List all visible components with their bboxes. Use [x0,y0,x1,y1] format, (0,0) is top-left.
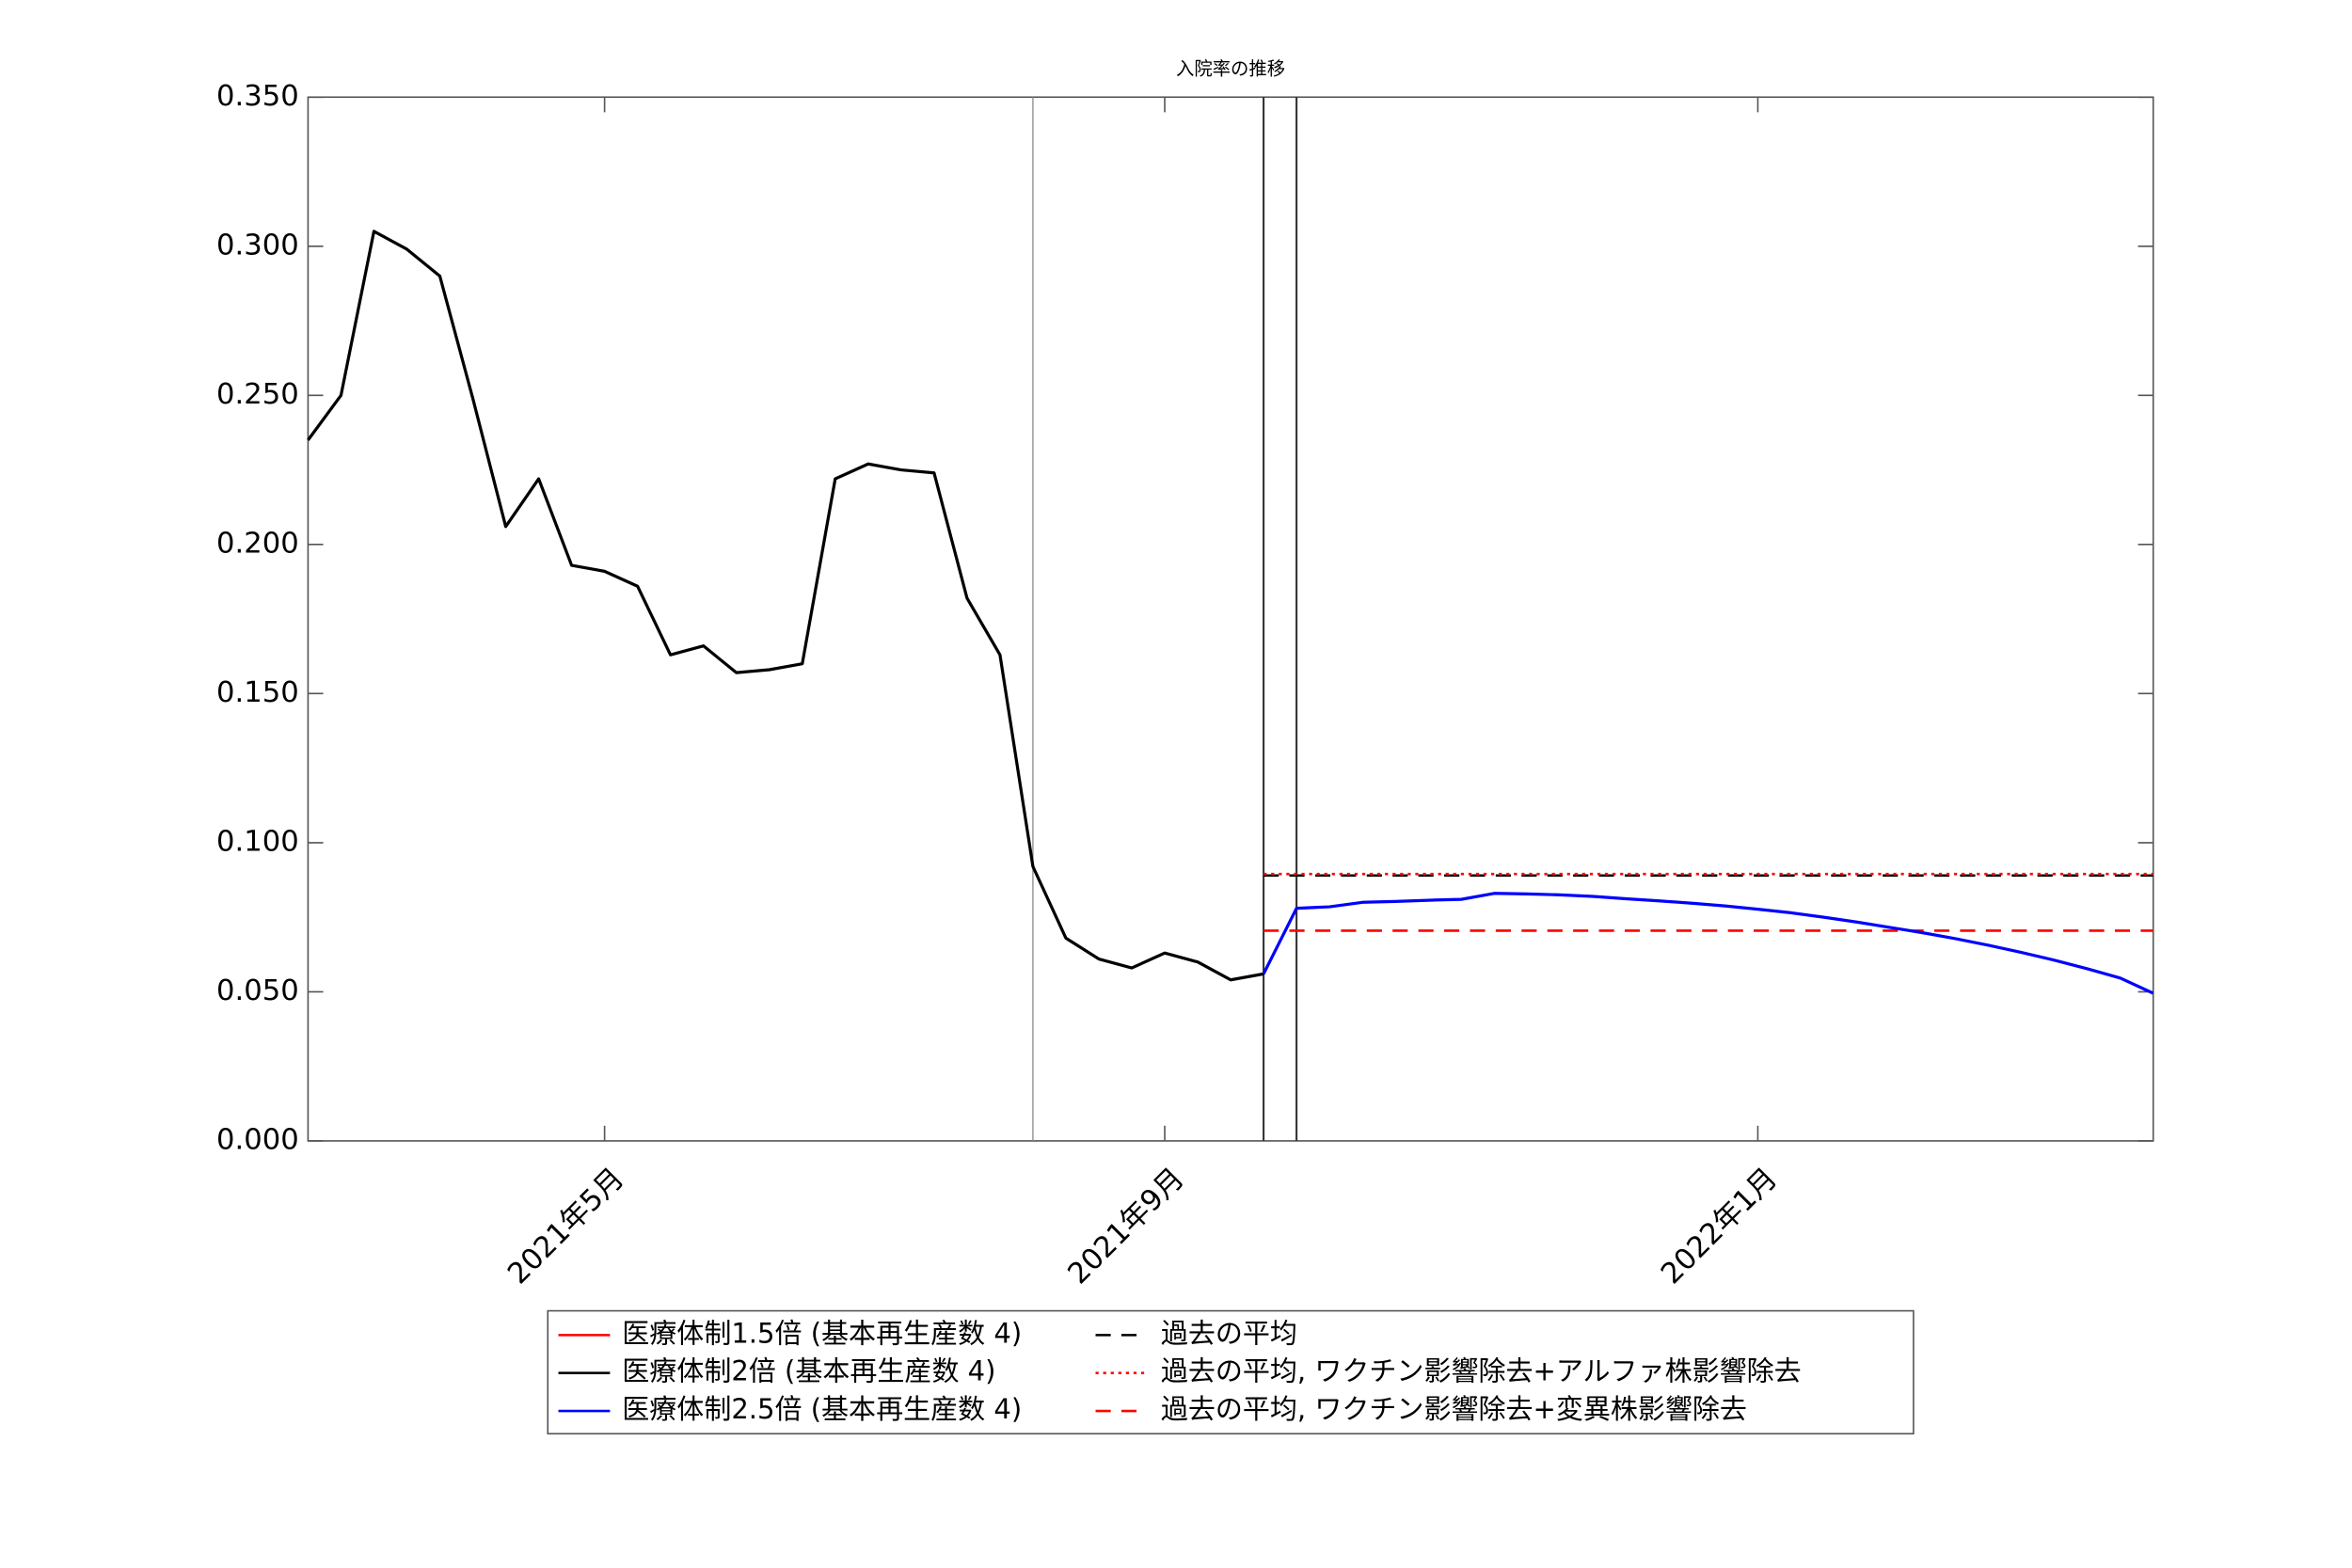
series-line [307,230,1264,982]
y-tick-label: 0.150 [216,676,299,709]
legend-label: 過去の平均, ワクチン影響除去+アルファ株影響除去 [1161,1355,1802,1387]
legend-label: 医療体制2倍 (基本再生産数 4) [622,1355,995,1387]
legend-label: 過去の平均 [1161,1317,1297,1349]
legend-label: 過去の平均, ワクチン影響除去+変異株影響除去 [1161,1393,1747,1425]
y-tick-label: 0.250 [216,378,299,411]
plot-frame [307,96,2154,1142]
series-line [1262,892,2154,995]
legend-label: 医療体制2.5倍 (基本再生産数 4) [622,1393,1022,1425]
y-tick-label: 0.350 [216,80,299,113]
chart-title: 入院率の推移 [1176,58,1285,80]
y-tick-label: 0.000 [216,1123,299,1156]
x-tick-label: 2021年9月 [1062,1162,1191,1291]
y-tick-label: 0.300 [216,229,299,261]
x-tick-label: 2022年1月 [1655,1162,1784,1291]
y-tick-label: 0.050 [216,974,299,1007]
y-tick-label: 0.100 [216,825,299,858]
legend-box [547,1309,1915,1435]
legend-label: 医療体制1.5倍 (基本再生産数 4) [622,1317,1022,1349]
x-tick-label: 2021年5月 [501,1162,630,1291]
y-tick-label: 0.200 [216,527,299,560]
